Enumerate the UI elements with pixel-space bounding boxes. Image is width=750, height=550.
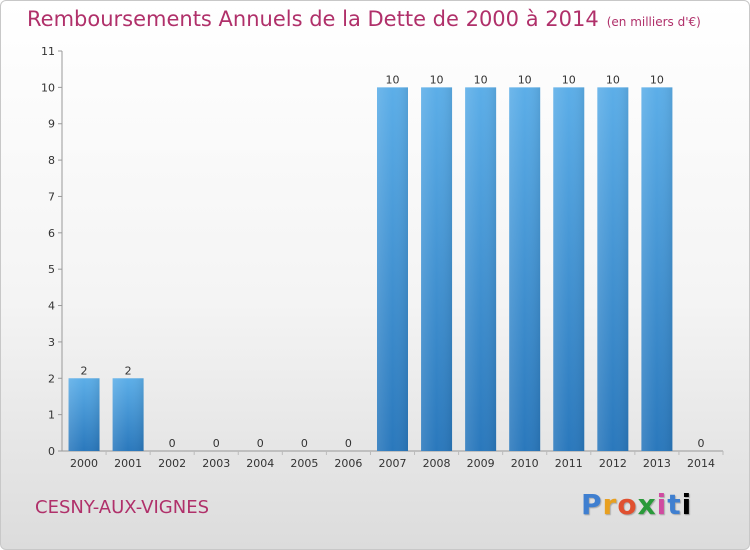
value-labels: 2 2 0 0 0 0 0 10 10 10 10 10 10 10 0 bbox=[81, 73, 705, 450]
y-tick-label: 10 bbox=[41, 81, 55, 94]
y-tick-label: 2 bbox=[48, 372, 55, 385]
value-label: 2 bbox=[125, 364, 132, 377]
x-tick-label: 2008 bbox=[423, 457, 451, 470]
chart-unit: (en milliers d'€) bbox=[606, 15, 701, 29]
value-label: 0 bbox=[257, 437, 264, 450]
x-tick-label: 2001 bbox=[114, 457, 142, 470]
bar-shade-2011 bbox=[553, 87, 585, 451]
value-label: 0 bbox=[697, 437, 704, 450]
y-tick-label: 1 bbox=[48, 409, 55, 422]
x-tick-label: 2012 bbox=[599, 457, 627, 470]
bar-shade-2008 bbox=[421, 87, 453, 451]
bar-shade-2009 bbox=[465, 87, 497, 451]
y-tick-label: 7 bbox=[48, 190, 55, 203]
y-tick-label: 9 bbox=[48, 118, 55, 131]
bar-shade-2001 bbox=[112, 378, 144, 451]
bar-shade-2013 bbox=[641, 87, 673, 451]
x-tick-label: 2006 bbox=[334, 457, 362, 470]
x-tick-label: 2009 bbox=[467, 457, 495, 470]
value-label: 0 bbox=[169, 437, 176, 450]
value-label: 10 bbox=[386, 73, 400, 86]
proxiti-logo: Proxiti bbox=[581, 488, 693, 521]
x-tick-label: 2007 bbox=[379, 457, 407, 470]
value-label: 10 bbox=[474, 73, 488, 86]
y-tick-label: 11 bbox=[41, 45, 55, 58]
bar-shade-2012 bbox=[597, 87, 629, 451]
y-tick-label: 4 bbox=[48, 300, 55, 313]
x-tick-label: 2013 bbox=[643, 457, 671, 470]
x-tick-label: 2003 bbox=[202, 457, 230, 470]
value-label: 10 bbox=[518, 73, 532, 86]
x-tick-label: 2000 bbox=[70, 457, 98, 470]
x-tick-label: 2005 bbox=[290, 457, 318, 470]
x-tick-label: 2010 bbox=[511, 457, 539, 470]
x-tick-label: 2004 bbox=[246, 457, 274, 470]
x-tick-label: 2014 bbox=[687, 457, 715, 470]
value-label: 10 bbox=[562, 73, 576, 86]
bar-shade-2007 bbox=[377, 87, 408, 451]
x-tick-label: 2011 bbox=[555, 457, 583, 470]
value-label: 10 bbox=[430, 73, 444, 86]
chart-title: Remboursements Annuels de la Dette de 20… bbox=[27, 7, 701, 31]
bars bbox=[68, 87, 673, 451]
y-tick-label: 5 bbox=[48, 263, 55, 276]
value-label: 0 bbox=[345, 437, 352, 450]
value-label: 10 bbox=[606, 73, 620, 86]
value-label: 10 bbox=[650, 73, 664, 86]
value-label: 0 bbox=[301, 437, 308, 450]
bar-shade-2010 bbox=[509, 87, 541, 451]
chart-title-text: Remboursements Annuels de la Dette de 20… bbox=[27, 7, 599, 31]
y-tick-label: 6 bbox=[48, 227, 55, 240]
value-label: 0 bbox=[213, 437, 220, 450]
commune-name: CESNY-AUX-VIGNES bbox=[35, 497, 209, 518]
y-tick-label: 3 bbox=[48, 336, 55, 349]
y-tick-label: 8 bbox=[48, 154, 55, 167]
y-tick-label: 0 bbox=[48, 445, 55, 458]
bar-shade-2000 bbox=[68, 378, 100, 451]
x-tick-label: 2002 bbox=[158, 457, 186, 470]
value-label: 2 bbox=[81, 364, 88, 377]
